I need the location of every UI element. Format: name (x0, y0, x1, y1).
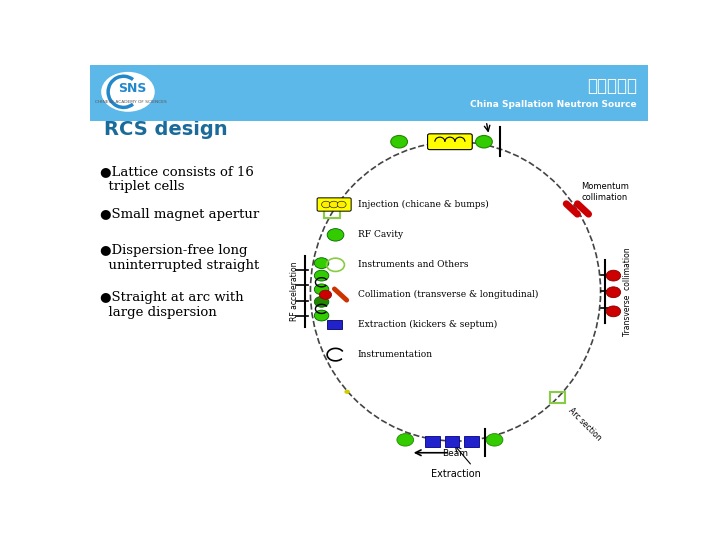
Text: CHINESE ACADEMY OF SCIENCES: CHINESE ACADEMY OF SCIENCES (95, 100, 166, 104)
Circle shape (101, 72, 155, 112)
Circle shape (606, 270, 621, 281)
Circle shape (327, 228, 344, 241)
Text: ●Dispersion-free long
  uninterrupted straight: ●Dispersion-free long uninterrupted stra… (100, 244, 259, 272)
Circle shape (329, 201, 338, 208)
Circle shape (322, 201, 330, 208)
Bar (327, 320, 342, 329)
Text: Instruments and Others: Instruments and Others (358, 260, 468, 269)
Text: ●Lattice consists of 16
  triplet cells: ●Lattice consists of 16 triplet cells (100, 165, 254, 193)
Text: Momentum
collimation: Momentum collimation (581, 183, 629, 202)
Text: Instrumentation: Instrumentation (358, 350, 433, 359)
Text: Collimation (transverse & longitudinal): Collimation (transverse & longitudinal) (358, 290, 539, 299)
Circle shape (606, 306, 621, 317)
Text: Extraction (kickers & septum): Extraction (kickers & septum) (358, 320, 497, 329)
Text: RF Cavity: RF Cavity (358, 231, 403, 239)
Text: Arc section: Arc section (567, 406, 603, 442)
Circle shape (315, 270, 329, 281)
Text: RCS design: RCS design (104, 120, 228, 139)
Text: 散裂中子源: 散裂中子源 (587, 77, 637, 94)
Text: China Spallation Neutron Source: China Spallation Neutron Source (470, 100, 637, 109)
Text: SNS: SNS (118, 82, 147, 95)
Text: Extraction: Extraction (431, 469, 480, 480)
Circle shape (397, 434, 414, 446)
Circle shape (315, 296, 329, 307)
Circle shape (315, 258, 329, 268)
Text: Transverse  collimation: Transverse collimation (623, 247, 632, 336)
Bar (90, 65, 648, 121)
Text: Injection: Injection (446, 109, 487, 119)
Bar (549, 392, 565, 403)
Circle shape (606, 287, 621, 298)
FancyBboxPatch shape (428, 134, 472, 150)
Text: RF acceleration: RF acceleration (290, 262, 300, 321)
Circle shape (344, 390, 350, 394)
Circle shape (391, 136, 408, 148)
Bar (464, 436, 479, 447)
Text: ●Small magnet apertur: ●Small magnet apertur (100, 208, 259, 221)
Text: Injection (chicane & bumps): Injection (chicane & bumps) (358, 200, 489, 210)
Circle shape (315, 284, 329, 295)
Bar (324, 207, 340, 218)
Circle shape (315, 310, 329, 321)
FancyBboxPatch shape (317, 198, 351, 211)
Bar (426, 436, 440, 447)
Circle shape (476, 136, 492, 148)
Circle shape (320, 290, 332, 299)
Bar (445, 436, 459, 447)
Circle shape (337, 201, 346, 208)
Circle shape (486, 434, 503, 446)
Text: ●Straight at arc with
  large dispersion: ●Straight at arc with large dispersion (100, 292, 243, 320)
Text: Beam: Beam (443, 449, 469, 458)
